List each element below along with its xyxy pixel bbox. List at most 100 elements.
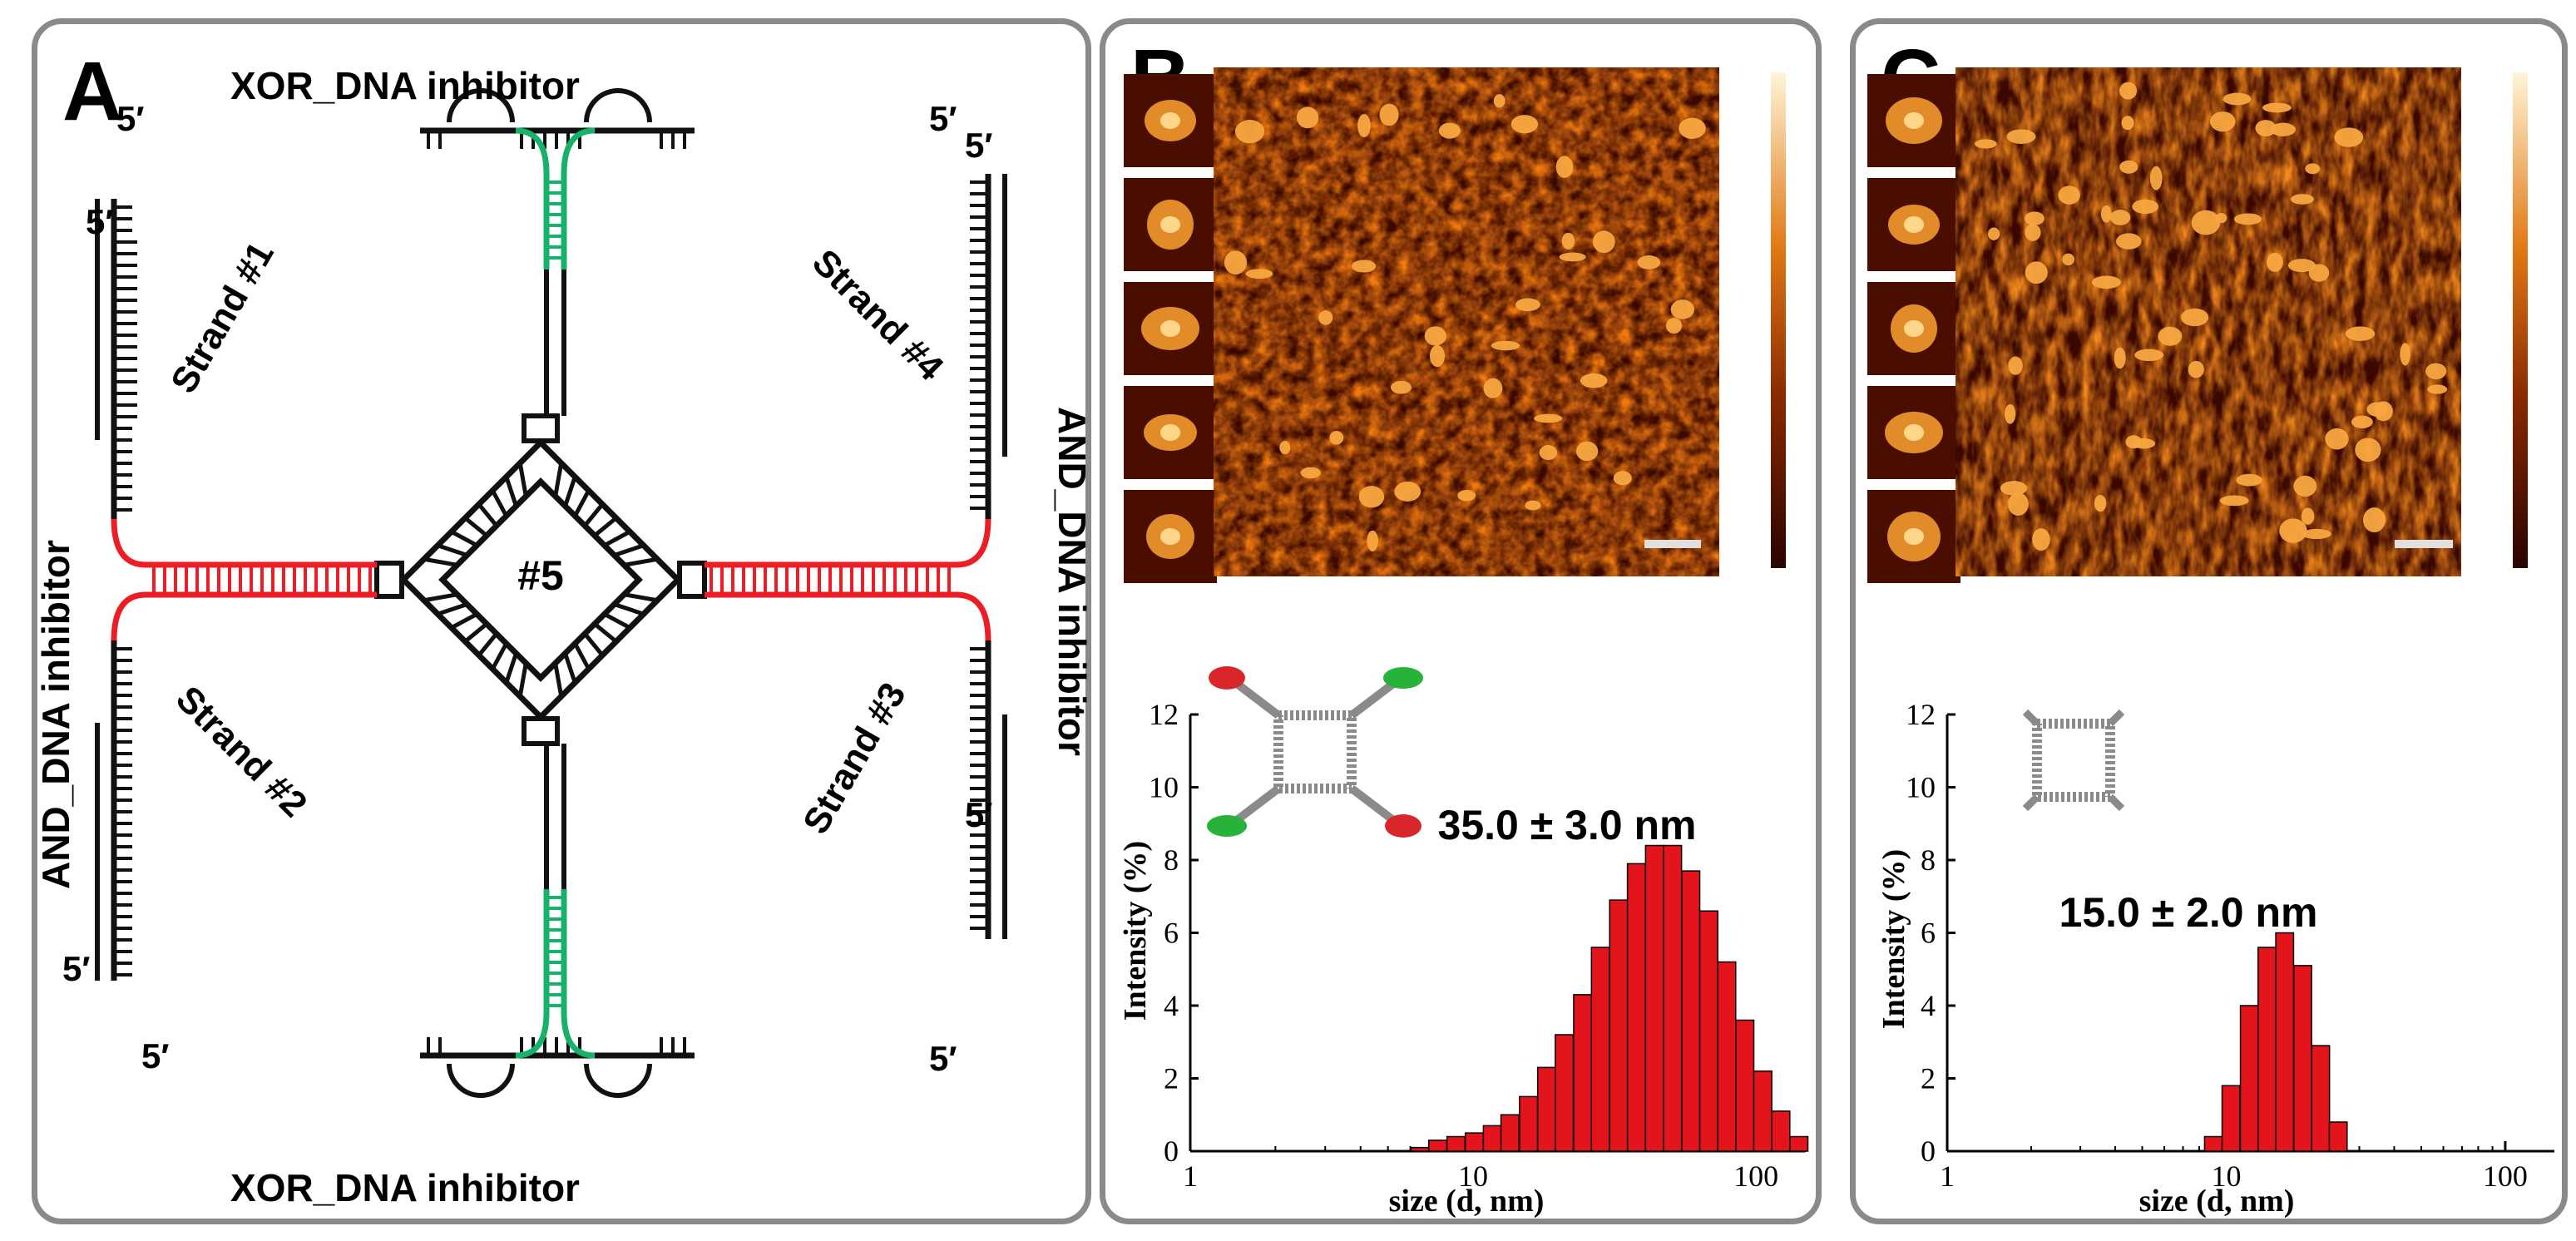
- thumbnail-core: [1904, 216, 1924, 233]
- afm-particle: [2355, 438, 2381, 462]
- center-inner-square: [438, 477, 643, 682]
- right-red-curve-top: [956, 518, 991, 568]
- afm-thumbnails-c: [1867, 74, 1960, 583]
- top-left-loop: [447, 88, 515, 123]
- afm-particle: [1679, 117, 1706, 140]
- afm-particle: [2149, 166, 2163, 190]
- afm-particle: [1318, 310, 1333, 325]
- right-red-curve-bottom: [956, 591, 991, 641]
- center-rung: [553, 462, 564, 497]
- afm-particle: [2255, 120, 2277, 136]
- center-rung: [477, 632, 498, 657]
- histogram-bar: [1789, 1135, 1809, 1152]
- afm-particle: [1491, 340, 1520, 351]
- thumbnail-core: [1160, 424, 1180, 441]
- afm-particle: [1559, 252, 1586, 262]
- afm-particle: [2267, 252, 2283, 272]
- center-rung: [553, 662, 564, 697]
- afm-particle: [1555, 156, 1574, 178]
- histogram-bar: [2239, 1005, 2259, 1152]
- bottom-xor-label: XOR_DNA inhibitor: [230, 1166, 580, 1209]
- y-tick-label: 10: [1149, 771, 1179, 804]
- afm-particle: [1539, 445, 1558, 461]
- histogram-bar: [1681, 870, 1701, 1152]
- prime-left-bottom: 5′: [62, 949, 90, 988]
- center-rung: [450, 612, 478, 630]
- afm-particle: [2427, 384, 2448, 394]
- afm-particle: [2305, 163, 2321, 175]
- afm-particle: [1534, 413, 1563, 423]
- strand-4-label: Strand #4: [804, 242, 952, 389]
- x-tick-label: 1: [1940, 1159, 1955, 1193]
- bottom-green-curve-right: [561, 1011, 596, 1059]
- afm-particle: [2091, 275, 2121, 289]
- afm-particle: [2210, 111, 2236, 132]
- afm-particle: [1358, 486, 1385, 508]
- afm-particles-c: [1975, 82, 2448, 551]
- afm-particle: [1224, 250, 1248, 274]
- afm-particle: [2345, 326, 2376, 341]
- afm-particle: [2100, 205, 2112, 223]
- y-tick-label: 10: [1906, 771, 1936, 804]
- afm-particle: [2115, 233, 2142, 250]
- bottom-right-loop: [584, 1063, 652, 1098]
- b-size-label: 35.0 ± 3.0 nm: [1438, 802, 1697, 848]
- left-red-curve-top: [111, 518, 146, 568]
- center-rung: [623, 556, 658, 567]
- histogram-bar: [2221, 1085, 2241, 1152]
- histogram-bar: [1519, 1095, 1539, 1152]
- afm-particle: [2058, 185, 2080, 205]
- afm-particle: [2425, 363, 2447, 380]
- center-rung: [491, 642, 508, 670]
- afm-particle: [2290, 194, 2314, 205]
- center-rung: [504, 652, 518, 684]
- afm-particle: [1670, 299, 1694, 319]
- x-tick-label: 1: [1183, 1159, 1198, 1193]
- afm-particle: [1329, 431, 1344, 445]
- histogram-bar: [1626, 863, 1647, 1152]
- afm-particle: [2119, 82, 2138, 100]
- bottom-green-curve-left: [515, 1011, 550, 1059]
- afm-particle: [2025, 261, 2048, 284]
- afm-particle: [2006, 129, 2036, 144]
- icon-arm: [1234, 785, 1282, 823]
- afm-particle: [2008, 492, 2029, 517]
- afm-particle: [1510, 115, 1539, 134]
- histogram-bar: [1427, 1140, 1448, 1152]
- y-tick-label: 12: [1906, 698, 1936, 731]
- histogram-bar: [1500, 1114, 1520, 1152]
- thumbnail-core: [1904, 112, 1924, 129]
- color-scale-bar: [1771, 72, 1786, 568]
- center-rung: [603, 612, 631, 630]
- center-strand-label: #5: [517, 552, 564, 599]
- afm-particle: [1975, 139, 1997, 149]
- icon-stub: [2107, 794, 2125, 812]
- afm-particle: [1379, 103, 1399, 126]
- y-tick-label: 2: [1921, 1062, 1936, 1095]
- afm-particle: [2032, 528, 2050, 551]
- afm-particle: [1438, 122, 1461, 139]
- top-rungs: [427, 131, 686, 149]
- afm-particle: [2325, 428, 2349, 450]
- afm-particle: [1234, 120, 1265, 144]
- histogram-bar: [2275, 932, 2295, 1152]
- histogram-bar: [2203, 1135, 2223, 1152]
- afm-particle: [2262, 102, 2292, 113]
- afm-particle: [1665, 318, 1683, 334]
- bottom-left-loop: [447, 1063, 515, 1098]
- center-rung: [463, 622, 488, 644]
- afm-particle: [1580, 373, 1608, 388]
- icon-arm: [1348, 785, 1397, 823]
- histogram-bar: [1609, 899, 1629, 1152]
- top-xor-inhibitor: [420, 88, 695, 269]
- center-rung: [613, 602, 645, 616]
- center-rung: [573, 642, 591, 670]
- afm-particle: [2125, 435, 2143, 449]
- histogram-bar: [2311, 1045, 2331, 1152]
- histogram-b: 0 2 4 6 8 10 12 1 10 100: [1149, 698, 1809, 1193]
- afm-particle: [1245, 269, 1273, 279]
- afm-particle: [2008, 356, 2023, 375]
- histogram-bar: [1753, 1070, 1773, 1152]
- histogram-bar: [1555, 1034, 1575, 1152]
- nanostructure-icon-b: [1207, 666, 1423, 838]
